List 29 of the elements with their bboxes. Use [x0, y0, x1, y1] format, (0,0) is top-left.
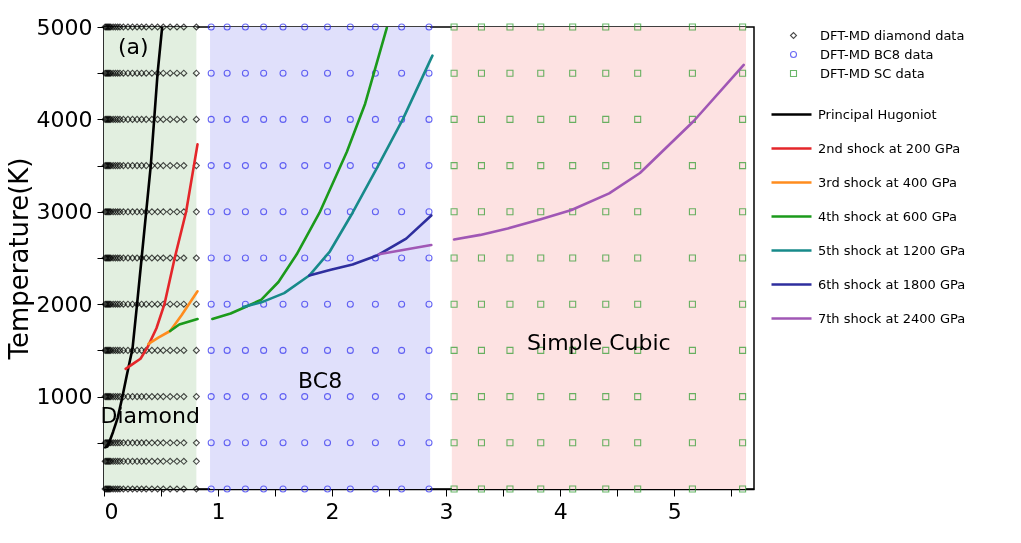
legend-label: Principal Hugoniot	[818, 106, 937, 122]
line-series	[241, 54, 434, 309]
line-series	[124, 143, 199, 371]
x-tick-label: 0	[104, 498, 119, 524]
legend-label: DFT-MD SC data	[820, 65, 925, 81]
legend-label: 7th shock at 2400 GPa	[818, 310, 966, 326]
band-label: BC8	[298, 367, 343, 393]
legend-label: DFT-MD BC8 data	[820, 46, 934, 62]
legend-label: 4th shock at 600 GPa	[818, 208, 957, 224]
y-tick-label: 5000	[36, 14, 93, 40]
annotation: (a)	[118, 34, 149, 59]
legend-label: 3rd shock at 400 GPa	[818, 174, 957, 190]
legend-label: DFT-MD diamond data	[820, 27, 965, 43]
x-tick-label: 1	[211, 498, 226, 524]
y-tick-label: 1000	[36, 384, 93, 410]
band-label: Simple Cubic	[527, 330, 671, 356]
x-tick-label: 5	[667, 498, 682, 524]
y-tick-label: 2000	[36, 291, 93, 317]
legend-label: 2nd shock at 200 GPa	[818, 140, 961, 156]
x-tick-label: 2	[325, 498, 340, 524]
y-tick-label: 4000	[36, 106, 93, 132]
legend-label: 5th shock at 1200 GPa	[818, 242, 966, 258]
y-axis-title: Temperature(K)	[3, 157, 34, 361]
line-series	[147, 289, 199, 346]
x-tick-label: 3	[439, 498, 454, 524]
y-tick-label: 3000	[36, 199, 93, 225]
x-tick-label: 4	[553, 498, 568, 524]
legend-label: 6th shock at 1800 GPa	[818, 276, 966, 292]
line-series	[307, 214, 433, 277]
